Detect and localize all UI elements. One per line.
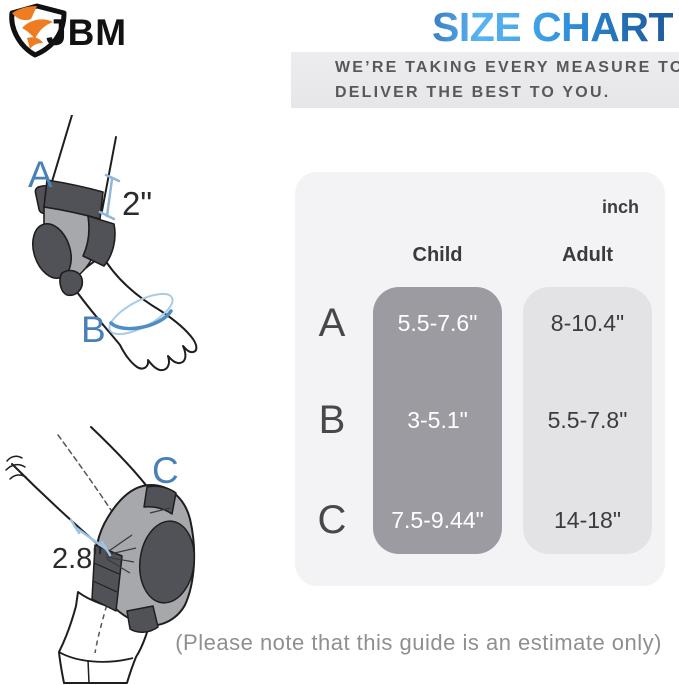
column-header-child: Child xyxy=(412,244,463,266)
wrist-measure-band xyxy=(108,292,174,336)
upper-arm-lines xyxy=(50,115,117,212)
value-c-child: 7.5-9.44" xyxy=(391,507,484,533)
brand-shield-icon xyxy=(9,3,67,58)
forearm-hand-outline xyxy=(71,254,198,372)
knee-pad-illustration: C 2.8" xyxy=(5,426,196,684)
label-c: C xyxy=(152,450,179,491)
row-label-b: B xyxy=(318,398,346,442)
table-row-b: B 3-5.1" 5.5-7.8" xyxy=(295,398,665,442)
measure-2in: 2" xyxy=(122,185,152,222)
row-label-c: C xyxy=(317,498,347,542)
value-b-adult: 5.5-7.8" xyxy=(547,407,628,433)
hand-sketch xyxy=(5,455,27,480)
table-row-c: C 7.5-9.44" 14-18" xyxy=(295,498,665,542)
estimate-note: (Please note that this guide is an estim… xyxy=(175,630,662,655)
tagline-line-1: WE’RE TAKING EVERY MEASURE TO xyxy=(335,59,679,76)
brand-name: JBM xyxy=(46,12,128,53)
row-label-a: A xyxy=(318,301,346,345)
label-a: A xyxy=(28,154,53,195)
value-c-adult: 14-18" xyxy=(554,507,621,533)
elbow-pad xyxy=(32,179,116,297)
tagline-line-2: DELIVER THE BEST TO YOU. xyxy=(335,84,611,101)
column-header-adult: Adult xyxy=(561,244,614,266)
unit-label: inch xyxy=(601,197,639,217)
table-row-a: A 5.5-7.6" 8-10.4" xyxy=(295,301,665,345)
value-a-child: 5.5-7.6" xyxy=(397,310,478,336)
knee-pad xyxy=(91,484,196,633)
child-column-background xyxy=(373,287,502,554)
elbow-pad-illustration: A 2" B xyxy=(28,115,198,372)
tagline-text: WE’RE TAKING EVERY MEASURE TO DELIVER TH… xyxy=(335,55,679,105)
size-table-panel: inch Child Adult A 5.5-7.6" 8-10.4" B 3-… xyxy=(295,172,665,586)
tagline-band: WE’RE TAKING EVERY MEASURE TO DELIVER TH… xyxy=(291,52,679,108)
page-title: SIZE CHART xyxy=(432,4,674,50)
label-b: B xyxy=(81,309,106,350)
brand-logo: JBM xyxy=(6,2,176,60)
adult-column-background xyxy=(523,287,652,554)
value-a-adult: 8-10.4" xyxy=(550,310,625,336)
opening-measure-line xyxy=(69,518,112,557)
measure-2-8in: 2.8" xyxy=(52,543,103,575)
value-b-child: 3-5.1" xyxy=(407,407,468,433)
strap-measure-bracket xyxy=(98,173,121,221)
